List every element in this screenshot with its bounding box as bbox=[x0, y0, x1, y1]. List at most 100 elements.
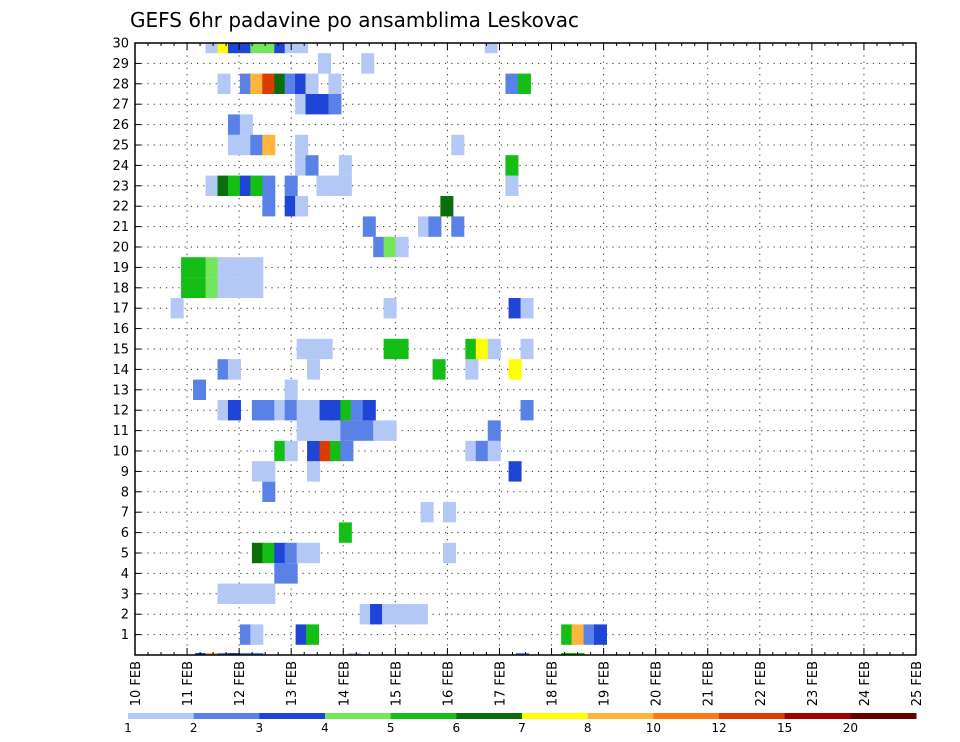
heatmap-cell bbox=[383, 236, 397, 258]
heatmap-cell bbox=[295, 43, 309, 54]
heatmap-cell bbox=[451, 134, 465, 156]
heatmap-cell bbox=[262, 542, 276, 564]
heatmap-cell bbox=[250, 652, 264, 655]
y-tick-label: 15 bbox=[112, 343, 129, 358]
y-tick-label: 4 bbox=[121, 567, 129, 582]
heatmap-cell bbox=[217, 43, 231, 54]
heatmap-cell bbox=[350, 420, 364, 441]
heatmap-cell bbox=[295, 196, 309, 217]
heatmap-cell bbox=[451, 216, 465, 237]
y-tick-label: 1 bbox=[121, 628, 129, 643]
heatmap-cell bbox=[250, 73, 264, 94]
heatmap-cell bbox=[318, 53, 332, 74]
heatmap-cell bbox=[262, 400, 276, 421]
heatmap-cell bbox=[340, 400, 354, 421]
heatmap-cell bbox=[561, 624, 575, 645]
heatmap-cell bbox=[307, 420, 321, 441]
heatmap-cell bbox=[328, 94, 342, 115]
heatmap-cell bbox=[583, 624, 597, 645]
heatmap-cell bbox=[359, 604, 373, 625]
heatmap-cell bbox=[262, 461, 276, 482]
legend-label: 10 bbox=[646, 721, 661, 735]
legend-swatch bbox=[325, 713, 392, 719]
heatmap-cell bbox=[227, 257, 241, 278]
heatmap-cell bbox=[227, 43, 241, 54]
heatmap-cell bbox=[239, 257, 253, 278]
heatmap-cell bbox=[432, 359, 446, 380]
heatmap-cell bbox=[350, 400, 364, 421]
heatmap-cell bbox=[428, 216, 442, 237]
heatmap-cell bbox=[274, 43, 288, 54]
heatmap-cell bbox=[205, 257, 219, 278]
y-tick-label: 9 bbox=[121, 465, 129, 480]
heatmap-cell bbox=[284, 175, 298, 196]
legend-swatch bbox=[522, 713, 589, 719]
legend-swatch bbox=[390, 713, 457, 719]
y-tick-label: 12 bbox=[112, 404, 129, 419]
heatmap-cell bbox=[227, 583, 241, 604]
heatmap-cell bbox=[296, 338, 310, 360]
heatmap-cell bbox=[561, 652, 575, 655]
x-tick-label: 16 FEB bbox=[441, 661, 456, 706]
heatmap-cell bbox=[440, 196, 454, 217]
y-tick-label: 3 bbox=[121, 587, 129, 602]
legend-swatch bbox=[587, 713, 654, 719]
legend-label: 15 bbox=[777, 721, 792, 735]
legend-swatch bbox=[784, 713, 851, 719]
heatmap-cell bbox=[328, 73, 342, 94]
heatmap-cell bbox=[262, 134, 276, 156]
legend-label: 7 bbox=[518, 721, 526, 735]
heatmap-cell bbox=[508, 461, 522, 482]
heatmap-cell bbox=[262, 73, 276, 94]
y-tick-label: 13 bbox=[112, 383, 129, 398]
heatmap-cell bbox=[319, 440, 333, 462]
y-tick-label: 24 bbox=[112, 159, 129, 174]
y-tick-label: 8 bbox=[121, 485, 129, 500]
x-tick-label: 21 FEB bbox=[702, 661, 717, 706]
x-tick-label: 14 FEB bbox=[337, 661, 352, 706]
heatmap-cell bbox=[383, 338, 397, 360]
heatmap-cell bbox=[362, 400, 376, 421]
heatmap-cell bbox=[361, 53, 375, 74]
heatmap-cell bbox=[239, 652, 253, 655]
legend-swatch bbox=[128, 713, 195, 719]
heatmap-cell bbox=[205, 277, 219, 298]
x-tick-label: 22 FEB bbox=[754, 661, 769, 706]
heatmap-cell bbox=[274, 73, 288, 94]
legend-label: 5 bbox=[387, 721, 395, 735]
heatmap-cell bbox=[251, 542, 265, 564]
heatmap-cell bbox=[205, 175, 219, 196]
heatmap-cell bbox=[319, 400, 333, 421]
heatmap-cell bbox=[338, 155, 352, 176]
heatmap-cell bbox=[217, 359, 231, 380]
heatmap-cell bbox=[205, 43, 219, 54]
heatmap-cell bbox=[362, 420, 376, 441]
heatmap-cell bbox=[239, 114, 253, 135]
heatmap-cell bbox=[284, 440, 298, 462]
heatmap-cell bbox=[465, 338, 479, 360]
heatmap-cell bbox=[227, 400, 241, 421]
heatmap-cell bbox=[420, 502, 434, 523]
heatmap-cell bbox=[295, 155, 309, 176]
heatmap-cell bbox=[392, 604, 406, 625]
legend-label: 2 bbox=[190, 721, 198, 735]
heatmap-cell bbox=[465, 359, 479, 380]
y-tick-label: 20 bbox=[112, 241, 129, 256]
heatmap-cell bbox=[296, 542, 310, 564]
heatmap-cell bbox=[515, 652, 529, 655]
heatmap-cell bbox=[250, 277, 264, 298]
heatmap-cell bbox=[262, 583, 276, 604]
y-tick-label: 21 bbox=[112, 220, 129, 235]
heatmap-cell bbox=[217, 73, 231, 94]
y-tick-label: 29 bbox=[112, 57, 129, 72]
color-legend: 1 2 3 4 5 6 7 8 10 12 15 20 bbox=[124, 713, 917, 735]
legend-label: 1 bbox=[124, 721, 132, 735]
y-tick-label: 17 bbox=[112, 302, 129, 317]
heatmap-cell bbox=[508, 298, 522, 319]
heatmap-cell bbox=[295, 94, 309, 115]
heatmap-cell bbox=[274, 563, 288, 584]
heatmap-cell bbox=[329, 420, 344, 441]
heatmap-cell bbox=[307, 400, 321, 421]
heatmap-cell bbox=[193, 379, 207, 400]
